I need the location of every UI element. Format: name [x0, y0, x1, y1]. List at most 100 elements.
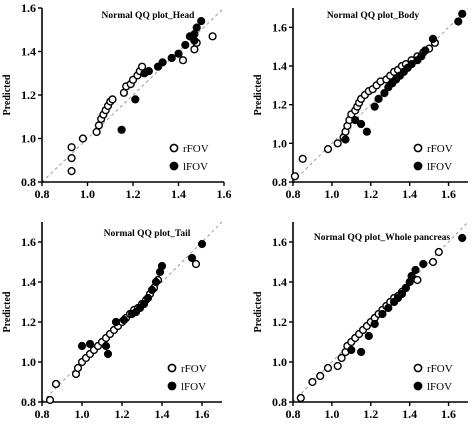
rfov-point	[67, 143, 76, 152]
lfov-point	[351, 115, 360, 125]
x-tick-label: 1.2	[363, 187, 378, 201]
lfov-point	[411, 265, 420, 275]
x-tick-label: 1.6	[441, 187, 456, 201]
lfov-point	[458, 233, 467, 243]
x-tick-label: 1.0	[80, 187, 95, 201]
rfov-point	[323, 145, 333, 154]
lfov-point	[347, 345, 356, 355]
rfov-point	[290, 172, 300, 181]
x-tick-label: 1.2	[363, 407, 378, 421]
rfov-point	[316, 371, 325, 381]
y-axis-label: Predicted	[253, 291, 264, 332]
y-tick-label: 0.8	[21, 175, 36, 189]
lfov-point	[384, 303, 393, 313]
lfov-point	[181, 40, 190, 50]
lfov-point	[454, 17, 463, 26]
legend-marker-lfov	[413, 161, 423, 171]
lfov-point	[77, 341, 87, 351]
rfov-point	[67, 167, 76, 176]
y-tick-label: 1.6	[272, 235, 287, 249]
legend-label-lfov: lFOV	[181, 381, 206, 393]
rfov-point	[45, 395, 55, 405]
y-tick-label: 1.4	[272, 59, 287, 73]
x-tick-label: 1.0	[75, 407, 90, 421]
rfov-point	[67, 154, 76, 163]
legend-label-rfov: rFOV	[183, 143, 209, 155]
rfov-point	[208, 32, 217, 41]
x-tick-label: 1.2	[126, 187, 141, 201]
lfov-point	[151, 277, 161, 287]
y-tick-label: 1.2	[21, 315, 36, 329]
lfov-point	[101, 341, 111, 351]
y-tick-label: 0.8	[272, 175, 287, 189]
rfov-point	[413, 275, 422, 285]
y-tick-label: 1.2	[21, 88, 36, 102]
rfov-point	[296, 393, 305, 403]
rfov-point	[298, 154, 307, 163]
chart-title: Normal QQ plot_Body	[327, 11, 420, 21]
y-tick-label: 1.2	[272, 315, 287, 329]
lfov-point	[458, 9, 467, 18]
x-tick-label: 1.6	[217, 187, 232, 201]
y-axis-label: Predicted	[2, 291, 13, 332]
chart-title: Normal QQ plot_Head	[102, 11, 196, 21]
rfov-point	[108, 95, 117, 104]
rfov-point	[78, 134, 88, 143]
lfov-point	[158, 58, 167, 67]
lfov-point	[370, 102, 379, 111]
y-tick-label: 1.2	[272, 98, 287, 112]
legend-label-rfov: rFOV	[427, 363, 453, 375]
rfov-point	[337, 353, 346, 363]
rfov-point	[333, 139, 342, 148]
rfov-point	[333, 361, 342, 371]
lfov-point	[167, 53, 176, 63]
x-tick-label: 0.8	[35, 407, 50, 421]
x-tick-label: 1.6	[441, 407, 456, 421]
lfov-point	[192, 23, 201, 32]
lfov-point	[407, 271, 416, 281]
lfov-point	[157, 261, 167, 271]
legend-label-lfov: lFOV	[183, 161, 208, 173]
lfov-point	[119, 315, 129, 325]
legend-marker-rfov	[167, 363, 177, 373]
rfov-point	[308, 377, 317, 387]
y-tick-label: 1.4	[21, 275, 36, 289]
x-tick-label: 1.0	[324, 187, 339, 201]
y-tick-label: 1.4	[272, 275, 287, 289]
y-tick-label: 1.4	[21, 45, 36, 59]
x-tick-label: 0.8	[286, 187, 301, 201]
rfov-point	[119, 88, 129, 97]
x-tick-label: 1.4	[402, 187, 417, 201]
body-panel: 0.8 1.0 1.2 1.4 1.6 0.8 1.0 1.2 1.4 1.6 Predicted N…	[253, 7, 469, 201]
x-tick-label: 1.6	[195, 407, 210, 421]
legend-label-rfov: rFOV	[427, 143, 453, 155]
lfov-point	[190, 36, 199, 45]
y-tick-label: 0.8	[272, 395, 287, 409]
rfov-point	[428, 257, 438, 267]
lfov-point	[187, 253, 197, 263]
legend-label-lfov: lFOV	[427, 161, 452, 173]
y-tick-label: 1.6	[21, 1, 36, 15]
rfov-point	[323, 363, 333, 373]
lfov-point	[139, 299, 149, 309]
rfov-point	[73, 363, 83, 373]
y-tick-label: 1.6	[272, 20, 287, 34]
lfov-point	[85, 339, 95, 349]
legend-marker-rfov	[413, 363, 423, 373]
chart-title: Normal QQ plot_Tail	[104, 229, 191, 239]
legend-marker-lfov	[413, 381, 423, 391]
lfov-point	[117, 125, 126, 134]
x-tick-label: 1.2	[115, 407, 130, 421]
lfov-point	[190, 29, 199, 39]
lfov-point	[103, 349, 113, 359]
y-tick-label: 1.0	[21, 132, 36, 146]
tail-panel: 0.8 1.0 1.2 1.4 1.6 0.8 1.0 1.2 1.4 1.6 Predicted N…	[2, 221, 223, 421]
rfov-point	[178, 56, 188, 65]
legend-marker-lfov	[169, 161, 179, 171]
lfov-point	[341, 135, 350, 144]
lfov-point	[407, 59, 416, 69]
lfov-point	[144, 66, 154, 76]
lfov-point	[417, 52, 426, 61]
lfov-point	[143, 293, 153, 303]
